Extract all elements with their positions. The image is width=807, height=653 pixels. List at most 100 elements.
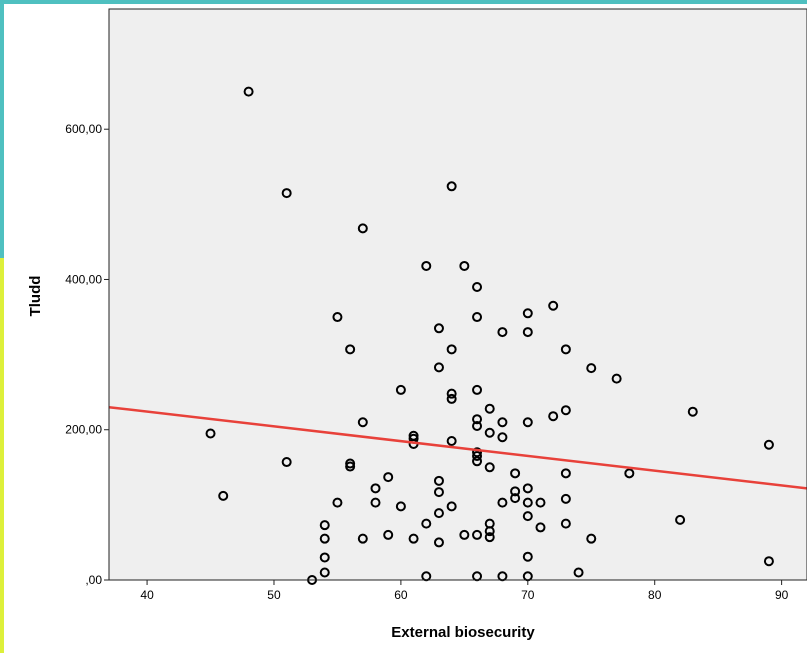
data-point	[433, 537, 444, 548]
data-point	[522, 308, 533, 319]
data-point	[395, 384, 406, 395]
data-point	[472, 420, 483, 431]
x-tick-label: 60	[394, 588, 408, 602]
data-point	[243, 86, 254, 97]
data-point	[332, 497, 343, 508]
x-tick-label: 90	[775, 588, 789, 602]
data-point	[472, 312, 483, 323]
data-point	[522, 483, 533, 494]
y-tick-label: 600,00	[65, 122, 102, 136]
data-point	[395, 501, 406, 512]
plot-frame	[108, 8, 807, 581]
data-point	[497, 497, 508, 508]
top-accent-bar	[0, 0, 807, 4]
data-point	[548, 300, 559, 311]
data-point	[484, 427, 495, 438]
data-point	[522, 551, 533, 562]
data-point	[357, 417, 368, 428]
plot-area	[109, 9, 807, 580]
data-point	[433, 362, 444, 373]
data-point	[611, 373, 622, 384]
data-point	[560, 344, 571, 355]
left-accent-bar-teal	[0, 0, 4, 258]
data-point	[484, 526, 495, 537]
data-point	[345, 344, 356, 355]
data-point	[497, 327, 508, 338]
data-points	[205, 86, 774, 585]
data-point	[548, 411, 559, 422]
data-point	[357, 223, 368, 234]
y-axis-ticks: ,00 200,00 400,00 600,00	[65, 122, 109, 587]
data-point	[472, 451, 483, 462]
left-accent-bar-lime	[0, 258, 4, 653]
y-tick-label: 200,00	[65, 423, 102, 437]
data-point	[421, 260, 432, 271]
data-point	[332, 312, 343, 323]
data-point	[357, 533, 368, 544]
data-point	[433, 475, 444, 486]
data-point	[484, 532, 495, 543]
x-tick-label: 40	[140, 588, 154, 602]
data-point	[484, 403, 495, 414]
data-point	[624, 468, 635, 479]
data-point	[345, 461, 356, 472]
data-point	[484, 462, 495, 473]
data-point	[472, 414, 483, 425]
data-point	[472, 529, 483, 540]
data-point	[687, 406, 698, 417]
data-point	[586, 533, 597, 544]
data-point	[522, 417, 533, 428]
data-point	[510, 468, 521, 479]
data-point	[205, 428, 216, 439]
y-axis-title: Tludd	[27, 276, 44, 317]
data-point	[573, 567, 584, 578]
data-point	[497, 432, 508, 443]
data-point	[510, 486, 521, 497]
data-point	[459, 260, 470, 271]
data-point	[560, 518, 571, 529]
y-tick-label: ,00	[85, 573, 102, 587]
data-point	[408, 533, 419, 544]
data-point	[586, 363, 597, 374]
x-axis-title: External biosecurity	[391, 624, 535, 641]
data-point	[472, 384, 483, 395]
data-point	[560, 493, 571, 504]
data-point	[319, 567, 330, 578]
data-point	[446, 436, 457, 447]
data-point	[319, 552, 330, 563]
data-point	[522, 497, 533, 508]
data-point	[763, 556, 774, 567]
data-point	[472, 281, 483, 292]
x-tick-label: 80	[648, 588, 662, 602]
data-point	[383, 529, 394, 540]
data-point	[370, 497, 381, 508]
data-point	[675, 514, 686, 525]
data-point	[345, 458, 356, 469]
data-point	[497, 417, 508, 428]
data-point	[522, 511, 533, 522]
data-point	[433, 508, 444, 519]
data-point	[446, 344, 457, 355]
data-point	[535, 497, 546, 508]
data-point	[472, 447, 483, 458]
x-axis-ticks: 40 50 60 70 80 90	[140, 580, 789, 602]
data-point	[218, 490, 229, 501]
data-point	[433, 487, 444, 498]
fit-line	[108, 405, 807, 490]
data-point	[522, 327, 533, 338]
data-point	[319, 520, 330, 531]
data-point	[281, 188, 292, 199]
data-point	[281, 457, 292, 468]
data-point	[510, 493, 521, 504]
data-point	[383, 472, 394, 483]
x-tick-label: 70	[521, 588, 535, 602]
data-point	[446, 388, 457, 399]
data-point	[421, 518, 432, 529]
x-tick-label: 50	[267, 588, 281, 602]
data-point	[446, 501, 457, 512]
data-point	[472, 456, 483, 467]
data-point	[535, 522, 546, 533]
data-point	[319, 533, 330, 544]
left-accent-gap	[4, 4, 6, 653]
data-point	[560, 468, 571, 479]
